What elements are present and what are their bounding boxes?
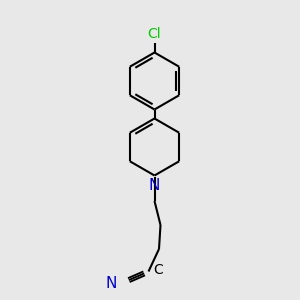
Text: N: N	[149, 178, 160, 193]
Text: Cl: Cl	[148, 27, 161, 41]
Text: N: N	[106, 276, 117, 291]
Text: C: C	[153, 263, 163, 277]
